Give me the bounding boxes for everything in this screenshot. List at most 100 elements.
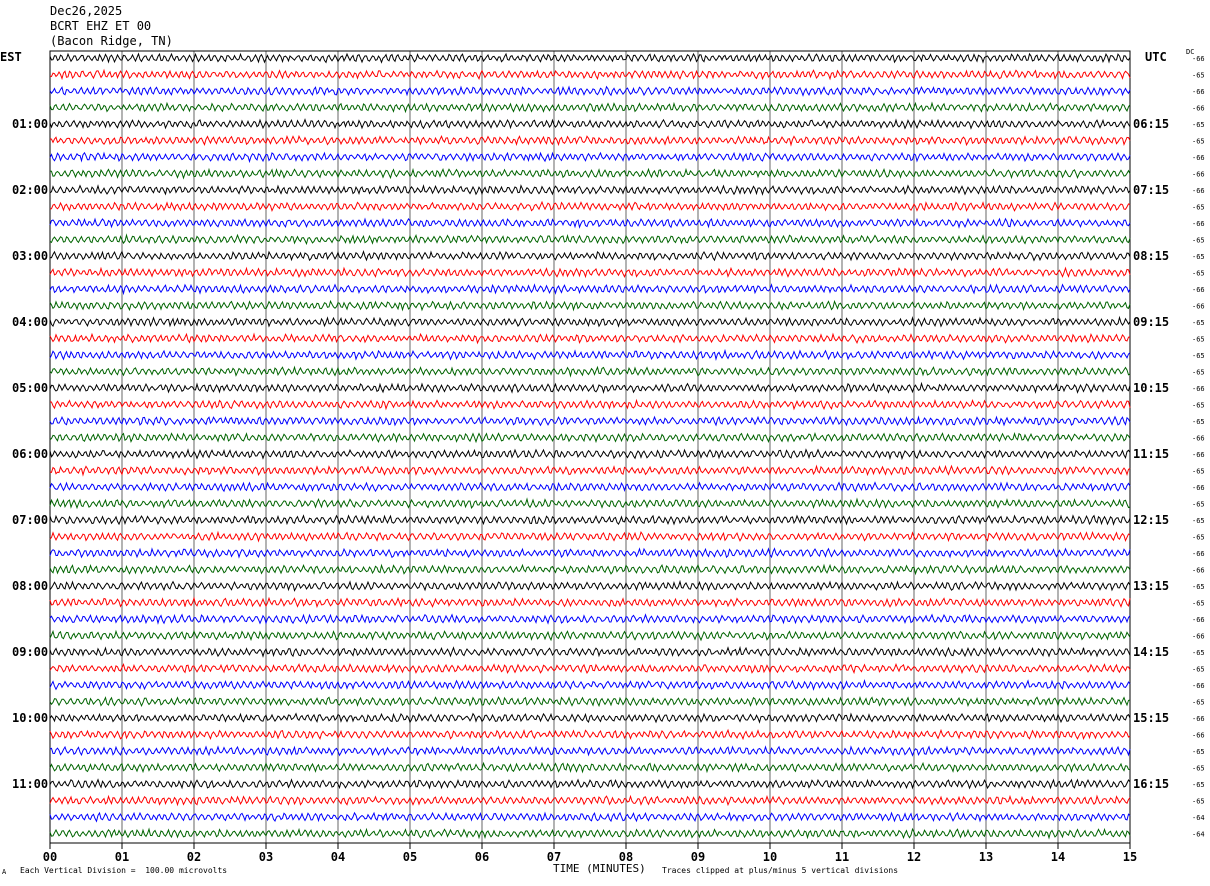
dc-offset-label: -66: [1192, 154, 1205, 162]
dc-offset-label: -65: [1192, 402, 1205, 410]
dc-offset-label: -65: [1192, 501, 1205, 509]
trace-row: [49, 315, 1131, 328]
dc-offset-label: -64: [1192, 831, 1205, 839]
dc-offset-label: -66: [1192, 550, 1205, 558]
dc-offset-label: -66: [1192, 633, 1205, 641]
trace-row: [49, 249, 1131, 262]
est-hour-label: 04:00: [12, 315, 49, 329]
trace-row: [49, 547, 1131, 559]
dc-offset-label: -65: [1192, 765, 1205, 773]
trace-row: [49, 233, 1131, 246]
utc-timezone-label: UTC: [1145, 50, 1167, 64]
dc-offset-label: -65: [1192, 468, 1205, 476]
est-hour-label: 03:00: [12, 249, 49, 263]
est-hour-label: 11:00: [12, 777, 49, 791]
dc-offset-label: -65: [1192, 600, 1205, 608]
trace-row: [49, 381, 1131, 395]
trace-row: [49, 332, 1131, 345]
dc-offset-label: -65: [1192, 138, 1205, 146]
x-axis: 00 01 02 03 04 05 06 07 08 09 10 11 12 13 14 15: [43, 843, 1137, 864]
trace-row: [49, 794, 1131, 807]
trace-row: [49, 745, 1131, 757]
x-tick-label: 02: [187, 850, 201, 864]
x-tick-label: 12: [907, 850, 921, 864]
est-hour-label: 06:00: [12, 447, 49, 461]
x-tick-label: 14: [1051, 850, 1065, 864]
utc-hour-label: 13:15: [1133, 579, 1170, 593]
dc-column-label: DC: [1186, 48, 1195, 56]
trace-row: [49, 596, 1131, 609]
x-tick-label: 11: [835, 850, 849, 864]
trace-row: [49, 662, 1131, 675]
x-tick-label: 08: [619, 850, 633, 864]
x-tick-label: 10: [763, 850, 777, 864]
x-tick-label: 13: [979, 850, 993, 864]
est-hour-label: 10:00: [12, 711, 49, 725]
dc-offset-label: -66: [1192, 682, 1205, 690]
trace-row: [49, 579, 1131, 592]
trace-row: [49, 448, 1131, 461]
trace-row: [49, 563, 1131, 576]
station-label: BCRT EHZ ET 00: [50, 19, 152, 33]
dc-offset-label: -65: [1192, 748, 1205, 756]
location-label: (Bacon Ridge, TN): [50, 34, 173, 48]
x-tick-label: 01: [115, 850, 129, 864]
dc-offset-label: -65: [1192, 237, 1205, 245]
plot-frame: [49, 50, 1131, 844]
dc-offset-label: -66: [1192, 385, 1205, 393]
dc-offset-label: -66: [1192, 567, 1205, 575]
trace-row: [49, 184, 1131, 196]
trace-row: [49, 101, 1131, 114]
trace-row: [49, 613, 1131, 625]
dc-offset-label: -66: [1192, 451, 1205, 459]
trace-row: [49, 398, 1131, 411]
trace-row: [49, 827, 1131, 840]
utc-hour-label: 07:15: [1133, 183, 1170, 197]
trace-row: [49, 778, 1131, 790]
trace-row: [49, 365, 1131, 378]
trace-row: [49, 68, 1131, 81]
dc-offset-label: -65: [1192, 369, 1205, 377]
dc-offset-label: -65: [1192, 204, 1205, 212]
dc-offset-label: -64: [1192, 814, 1205, 822]
utc-hour-label: 06:15: [1133, 117, 1170, 131]
x-tick-label: 06: [475, 850, 489, 864]
dc-offset-label: -66: [1192, 187, 1205, 195]
dc-offset-label: -66: [1192, 88, 1205, 96]
utc-hour-label: 10:15: [1133, 381, 1170, 395]
x-tick-label: 05: [403, 850, 417, 864]
dc-offset-label: -65: [1192, 583, 1205, 591]
dc-offset-label: -66: [1192, 435, 1205, 443]
dc-offset-label: -65: [1192, 418, 1205, 426]
dc-offset-column: -66 -65 -66 -66 -65 -65 -66 -66 -66 -65 -66 -65 -65 -…: [1192, 55, 1205, 839]
est-hour-label: 02:00: [12, 183, 49, 197]
trace-row: [49, 481, 1131, 493]
minute-gridlines: [49, 50, 1131, 844]
scale-note: Each Vertical Division = 100.00 microvol…: [20, 866, 228, 875]
trace-row: [49, 695, 1131, 708]
trace-row: [49, 432, 1131, 444]
trace-row: [49, 348, 1131, 361]
trace-row: [49, 118, 1131, 130]
dc-offset-label: -65: [1192, 798, 1205, 806]
trace-row: [49, 497, 1131, 510]
utc-hour-label: 15:15: [1133, 711, 1170, 725]
est-hour-label: 08:00: [12, 579, 49, 593]
est-hour-label: 01:00: [12, 117, 49, 131]
dc-offset-label: -65: [1192, 319, 1205, 327]
dc-offset-label: -66: [1192, 55, 1205, 63]
trace-row: [49, 217, 1131, 229]
dc-offset-label: -66: [1192, 715, 1205, 723]
clip-note: Traces clipped at plus/minus 5 vertical …: [662, 866, 899, 875]
est-hour-label: 09:00: [12, 645, 49, 659]
trace-row: [49, 151, 1131, 164]
dc-offset-label: -65: [1192, 253, 1205, 261]
x-tick-label: 04: [331, 850, 345, 864]
dc-offset-label: -65: [1192, 336, 1205, 344]
dc-offset-label: -65: [1192, 699, 1205, 707]
date-label: Dec26,2025: [50, 4, 123, 18]
dc-offset-label: -65: [1192, 666, 1205, 674]
trace-row: [49, 134, 1131, 147]
trace-row: [49, 299, 1131, 312]
